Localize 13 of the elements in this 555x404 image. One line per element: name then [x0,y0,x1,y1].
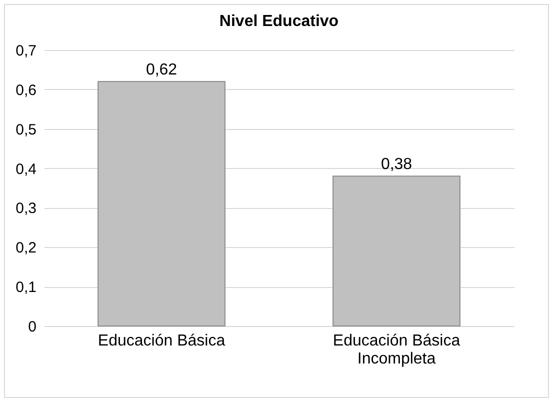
data-label: 0,38 [380,156,412,174]
y-tick-label: 0,3 [16,200,36,218]
y-tick-label: 0 [28,318,36,336]
data-label: 0,62 [146,62,178,79]
y-tick-label: 0,1 [16,279,36,296]
y-tick-label: 0,2 [16,240,36,257]
y-tick-label: 0,4 [16,160,36,178]
y-tick-label: 0,5 [16,121,36,138]
x-tick-label: Educación Básica [98,332,226,350]
chart-title: Nivel Educativo [219,13,339,30]
y-tick-label: 0,6 [16,82,36,99]
y-tick-label: 0,7 [16,42,36,60]
x-tick-label: Educación Básica Incompleta [332,332,460,368]
